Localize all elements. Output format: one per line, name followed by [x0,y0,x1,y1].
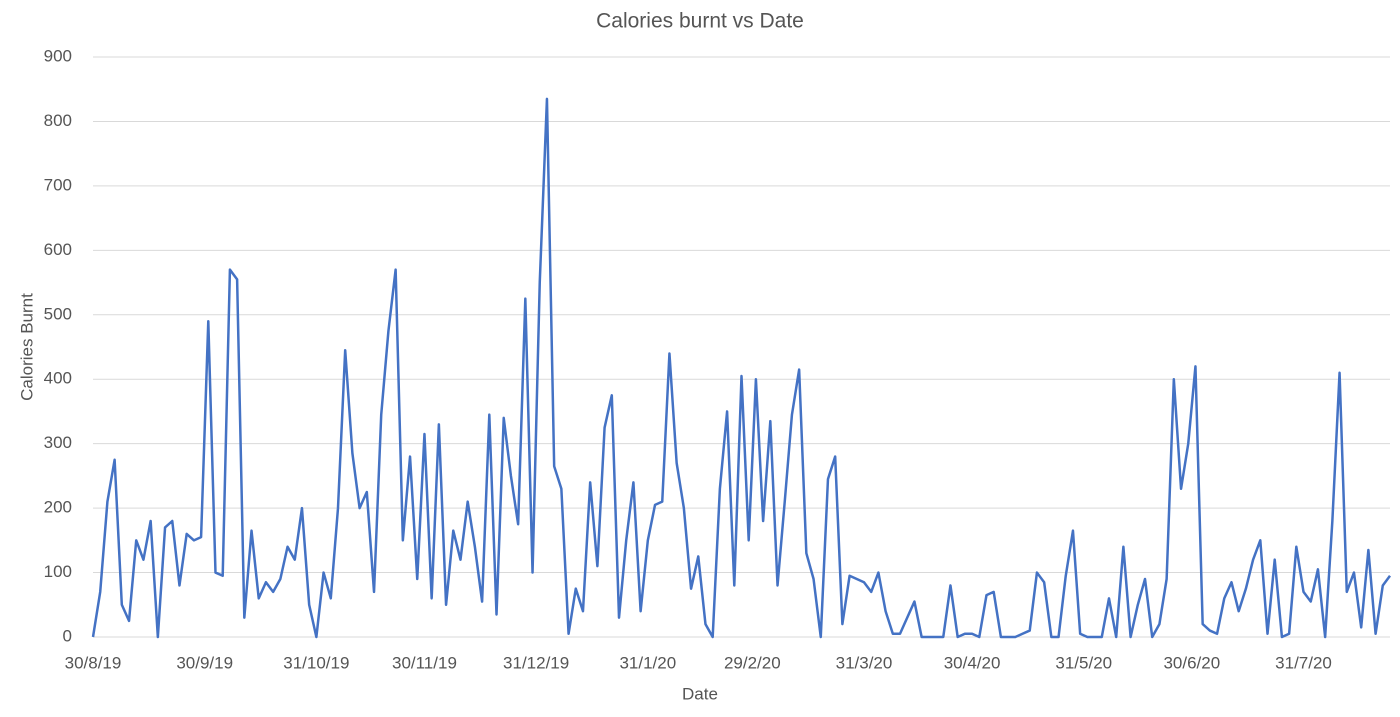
x-axis-label: Date [682,684,718,703]
x-tick-label: 29/2/20 [724,653,781,672]
y-tick-label: 400 [44,369,72,388]
x-tick-label: 31/12/19 [503,653,569,672]
y-tick-label: 600 [44,240,72,259]
x-tick-label: 30/11/19 [392,653,457,672]
y-tick-label: 900 [44,46,72,65]
y-tick-label: 800 [44,111,72,130]
y-tick-label: 200 [44,498,72,517]
x-tick-label: 30/8/19 [65,653,122,672]
y-axis-label: Calories Burnt [17,293,36,401]
y-tick-label: 0 [63,626,72,645]
x-tick-label: 30/4/20 [944,653,1001,672]
y-tick-label: 700 [44,175,72,194]
data-line [91,97,1392,639]
y-tick-label: 100 [44,562,72,581]
x-tick-label: 30/6/20 [1163,653,1220,672]
y-tick-label: 300 [44,433,72,452]
chart-title: Calories burnt vs Date [596,10,804,33]
x-tick-label: 31/7/20 [1275,653,1332,672]
x-tick-label: 31/1/20 [619,653,676,672]
x-tick-label: 31/10/19 [283,653,349,672]
x-tick-label: 31/5/20 [1055,653,1112,672]
x-tick-label: 31/3/20 [836,653,893,672]
x-tick-label: 30/9/19 [176,653,233,672]
y-tick-label: 500 [44,304,72,323]
